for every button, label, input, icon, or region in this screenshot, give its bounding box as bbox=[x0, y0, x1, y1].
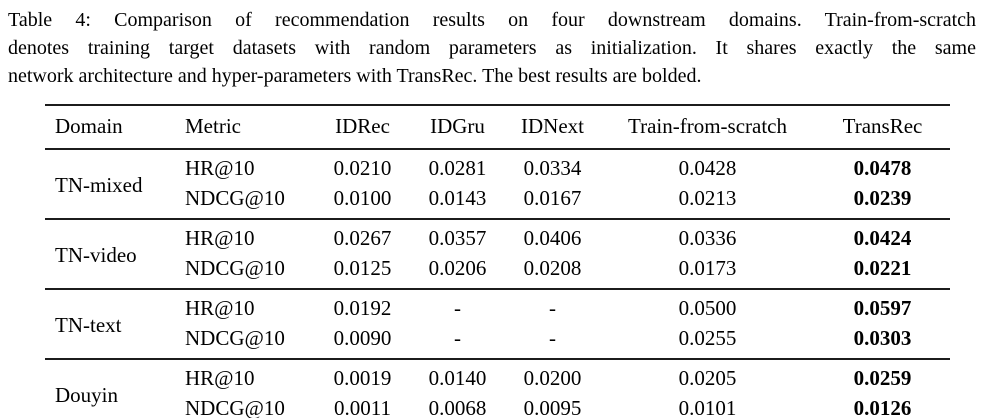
value-cell: 0.0336 bbox=[678, 226, 737, 250]
value-cell-best: 0.0478 bbox=[853, 156, 912, 180]
col-header-metric: Metric bbox=[185, 114, 241, 138]
metric-cell: NDCG@10 bbox=[185, 186, 285, 210]
value-cell: 0.0210 bbox=[333, 156, 392, 180]
domain-cell: TN-mixed bbox=[55, 173, 143, 198]
domain-cell: Douyin bbox=[55, 383, 118, 408]
table-row: NDCG@10 0.0100 0.0143 0.0167 0.0213 0.0239 bbox=[45, 184, 950, 220]
value-cell: 0.0019 bbox=[333, 366, 392, 390]
value-cell-best: 0.0126 bbox=[853, 396, 912, 418]
domain-group: TN-text HR@10 0.0192 - - 0.0500 0.0597 NDCG@10 0… bbox=[45, 289, 950, 359]
value-cell: 0.0167 bbox=[523, 186, 582, 210]
col-header-train-from-scratch: Train-from-scratch bbox=[627, 114, 787, 138]
value-cell: 0.0428 bbox=[678, 156, 737, 180]
domain-cell: TN-text bbox=[55, 313, 122, 338]
col-header-idrec: IDRec bbox=[335, 114, 390, 138]
table-row: TN-mixed HR@10 0.0210 0.0281 0.0334 0.0428 0.0… bbox=[45, 149, 950, 197]
value-cell: 0.0255 bbox=[678, 326, 737, 350]
results-table: Domain Metric IDRec IDGru IDNext Train-f… bbox=[45, 104, 950, 418]
value-cell: 0.0101 bbox=[678, 396, 737, 418]
header-row: Domain Metric IDRec IDGru IDNext Train-f… bbox=[45, 105, 950, 149]
value-cell-best: 0.0221 bbox=[853, 256, 912, 280]
value-cell: 0.0100 bbox=[333, 186, 392, 210]
value-cell: 0.0406 bbox=[523, 226, 582, 250]
value-cell-best: 0.0424 bbox=[853, 226, 912, 250]
value-cell: - bbox=[454, 296, 461, 320]
value-cell-best: 0.0259 bbox=[853, 366, 912, 390]
value-cell: 0.0334 bbox=[523, 156, 582, 180]
caption-line-3: network architecture and hyper-parameter… bbox=[8, 65, 702, 87]
col-header-transrec: TransRec bbox=[842, 114, 923, 138]
metric-cell: HR@10 bbox=[185, 296, 255, 320]
value-cell: 0.0192 bbox=[333, 296, 392, 320]
value-cell-best: 0.0597 bbox=[853, 296, 912, 320]
caption-line-1: Table 4: Comparison of recommendation re… bbox=[8, 9, 976, 31]
table-row: NDCG@10 0.0090 - - 0.0255 0.0303 bbox=[45, 324, 950, 360]
value-cell: 0.0500 bbox=[678, 296, 737, 320]
value-cell: - bbox=[454, 326, 461, 350]
domain-group: TN-mixed HR@10 0.0210 0.0281 0.0334 0.0428 0.0… bbox=[45, 149, 950, 219]
value-cell: 0.0090 bbox=[333, 326, 392, 350]
domain-group: TN-video HR@10 0.0267 0.0357 0.0406 0.0336 0.0… bbox=[45, 219, 950, 289]
value-cell: 0.0095 bbox=[523, 396, 582, 418]
value-cell: - bbox=[549, 296, 556, 320]
value-cell: 0.0205 bbox=[678, 366, 737, 390]
metric-cell: HR@10 bbox=[185, 366, 255, 390]
value-cell: 0.0143 bbox=[428, 186, 487, 210]
metric-cell: HR@10 bbox=[185, 226, 255, 250]
value-cell: 0.0267 bbox=[333, 226, 392, 250]
value-cell: 0.0173 bbox=[678, 256, 737, 280]
value-cell: 0.0357 bbox=[428, 226, 487, 250]
table-row: TN-text HR@10 0.0192 - - 0.0500 0.0597 bbox=[45, 289, 950, 337]
value-cell: 0.0068 bbox=[428, 396, 487, 418]
value-cell: 0.0281 bbox=[428, 156, 487, 180]
value-cell: 0.0011 bbox=[334, 396, 391, 418]
domain-group: Douyin HR@10 0.0019 0.0140 0.0200 0.0205 0.025… bbox=[45, 359, 950, 418]
table-row: Douyin HR@10 0.0019 0.0140 0.0200 0.0205 0.025… bbox=[45, 359, 950, 407]
value-cell: 0.0213 bbox=[678, 186, 737, 210]
caption-line-2: denotes training target datasets with ra… bbox=[8, 37, 976, 59]
table-row: TN-video HR@10 0.0267 0.0357 0.0406 0.0336 0.0… bbox=[45, 219, 950, 267]
metric-cell: HR@10 bbox=[185, 156, 255, 180]
domain-cell: TN-video bbox=[55, 243, 137, 268]
col-header-idgru: IDGru bbox=[430, 114, 485, 138]
col-header-idnext: IDNext bbox=[521, 114, 584, 138]
metric-cell: NDCG@10 bbox=[185, 256, 285, 280]
metric-cell: NDCG@10 bbox=[185, 326, 285, 350]
table-header: Domain Metric IDRec IDGru IDNext Train-f… bbox=[45, 105, 950, 149]
value-cell: 0.0140 bbox=[428, 366, 487, 390]
value-cell-best: 0.0239 bbox=[853, 186, 912, 210]
metric-cell: NDCG@10 bbox=[185, 396, 285, 418]
value-cell: 0.0125 bbox=[333, 256, 392, 280]
value-cell: 0.0200 bbox=[523, 366, 582, 390]
value-cell: 0.0206 bbox=[428, 256, 487, 280]
table-row: NDCG@10 0.0125 0.0206 0.0208 0.0173 0.0221 bbox=[45, 254, 950, 290]
value-cell: - bbox=[549, 326, 556, 350]
value-cell-best: 0.0303 bbox=[853, 326, 912, 350]
value-cell: 0.0208 bbox=[523, 256, 582, 280]
col-header-domain: Domain bbox=[55, 114, 123, 138]
table-row: NDCG@10 0.0011 0.0068 0.0095 0.0101 0.0126 bbox=[45, 394, 950, 418]
table-caption: Table 4: Comparison of recommendation re… bbox=[0, 0, 986, 98]
